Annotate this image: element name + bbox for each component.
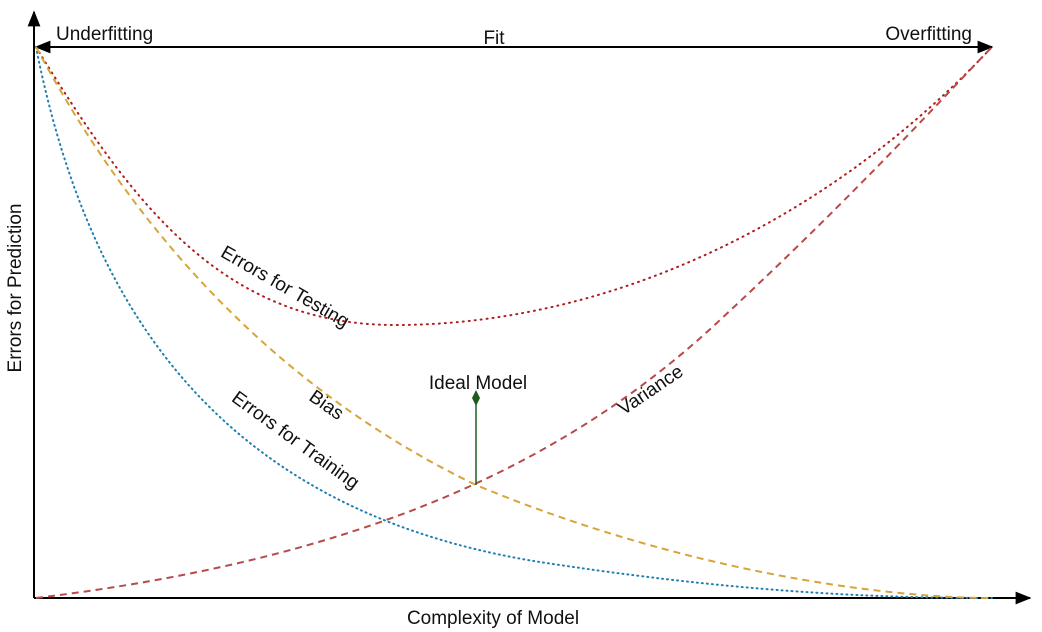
y-axis-label: Errors for Prediction xyxy=(5,204,26,373)
variance-curve xyxy=(35,46,993,599)
bias-curve xyxy=(35,46,993,599)
bias-label: Bias xyxy=(305,386,347,424)
testing-error-curve xyxy=(35,46,993,327)
underfitting-label: Underfitting xyxy=(56,24,153,45)
ideal-model-diamond xyxy=(472,390,480,406)
x-axis-label: Complexity of Model xyxy=(407,608,579,629)
overfitting-label: Overfitting xyxy=(885,24,972,45)
fit-label: Fit xyxy=(483,28,505,49)
training-error-curve xyxy=(35,46,993,599)
ideal-model-label: Ideal Model xyxy=(429,373,527,394)
variance-label: Variance xyxy=(615,361,688,420)
